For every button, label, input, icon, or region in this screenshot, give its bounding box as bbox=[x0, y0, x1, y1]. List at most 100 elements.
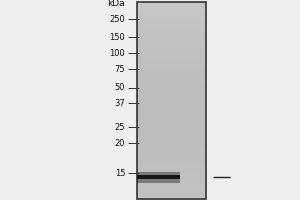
FancyBboxPatch shape bbox=[136, 2, 206, 3]
FancyBboxPatch shape bbox=[136, 118, 206, 119]
FancyBboxPatch shape bbox=[136, 66, 206, 67]
FancyBboxPatch shape bbox=[136, 10, 206, 11]
FancyBboxPatch shape bbox=[136, 26, 206, 27]
FancyBboxPatch shape bbox=[136, 138, 206, 139]
FancyBboxPatch shape bbox=[136, 150, 206, 151]
FancyBboxPatch shape bbox=[136, 169, 206, 170]
FancyBboxPatch shape bbox=[136, 55, 206, 56]
FancyBboxPatch shape bbox=[136, 72, 206, 73]
FancyBboxPatch shape bbox=[136, 185, 206, 186]
FancyBboxPatch shape bbox=[136, 74, 206, 75]
FancyBboxPatch shape bbox=[136, 164, 206, 165]
FancyBboxPatch shape bbox=[136, 64, 206, 65]
FancyBboxPatch shape bbox=[136, 178, 206, 179]
FancyBboxPatch shape bbox=[136, 114, 206, 115]
FancyBboxPatch shape bbox=[136, 127, 206, 128]
FancyBboxPatch shape bbox=[136, 25, 206, 26]
FancyBboxPatch shape bbox=[136, 130, 206, 131]
FancyBboxPatch shape bbox=[136, 18, 206, 19]
FancyBboxPatch shape bbox=[136, 162, 206, 163]
FancyBboxPatch shape bbox=[136, 161, 206, 162]
FancyBboxPatch shape bbox=[136, 108, 206, 109]
FancyBboxPatch shape bbox=[136, 163, 206, 164]
FancyBboxPatch shape bbox=[136, 40, 206, 41]
FancyBboxPatch shape bbox=[136, 32, 206, 33]
Text: 50: 50 bbox=[115, 84, 125, 92]
FancyBboxPatch shape bbox=[136, 107, 206, 108]
FancyBboxPatch shape bbox=[136, 49, 206, 50]
FancyBboxPatch shape bbox=[136, 97, 206, 98]
FancyBboxPatch shape bbox=[136, 3, 206, 4]
FancyBboxPatch shape bbox=[136, 5, 206, 6]
FancyBboxPatch shape bbox=[136, 11, 206, 12]
FancyBboxPatch shape bbox=[136, 136, 206, 137]
FancyBboxPatch shape bbox=[136, 196, 206, 197]
FancyBboxPatch shape bbox=[136, 53, 206, 54]
FancyBboxPatch shape bbox=[136, 42, 206, 43]
FancyBboxPatch shape bbox=[136, 115, 206, 116]
FancyBboxPatch shape bbox=[136, 46, 206, 47]
FancyBboxPatch shape bbox=[136, 121, 206, 122]
FancyBboxPatch shape bbox=[136, 166, 206, 167]
FancyBboxPatch shape bbox=[136, 190, 206, 191]
FancyBboxPatch shape bbox=[136, 110, 206, 111]
FancyBboxPatch shape bbox=[136, 15, 206, 16]
FancyBboxPatch shape bbox=[136, 187, 206, 188]
FancyBboxPatch shape bbox=[136, 54, 206, 55]
FancyBboxPatch shape bbox=[136, 117, 206, 118]
FancyBboxPatch shape bbox=[136, 129, 206, 130]
FancyBboxPatch shape bbox=[136, 109, 206, 110]
FancyBboxPatch shape bbox=[136, 83, 206, 84]
FancyBboxPatch shape bbox=[136, 193, 206, 194]
FancyBboxPatch shape bbox=[136, 135, 206, 136]
FancyBboxPatch shape bbox=[136, 134, 206, 135]
FancyBboxPatch shape bbox=[136, 149, 206, 150]
FancyBboxPatch shape bbox=[136, 73, 206, 74]
FancyBboxPatch shape bbox=[136, 154, 206, 155]
FancyBboxPatch shape bbox=[136, 34, 206, 35]
FancyBboxPatch shape bbox=[136, 76, 206, 77]
FancyBboxPatch shape bbox=[136, 175, 180, 179]
FancyBboxPatch shape bbox=[136, 102, 206, 103]
FancyBboxPatch shape bbox=[136, 112, 206, 113]
FancyBboxPatch shape bbox=[136, 88, 206, 89]
FancyBboxPatch shape bbox=[136, 35, 206, 36]
FancyBboxPatch shape bbox=[136, 146, 206, 147]
FancyBboxPatch shape bbox=[136, 8, 206, 9]
FancyBboxPatch shape bbox=[136, 67, 206, 68]
Text: 100: 100 bbox=[110, 48, 125, 58]
FancyBboxPatch shape bbox=[136, 99, 206, 100]
FancyBboxPatch shape bbox=[136, 116, 206, 117]
FancyBboxPatch shape bbox=[136, 43, 206, 44]
FancyBboxPatch shape bbox=[136, 20, 206, 21]
FancyBboxPatch shape bbox=[136, 155, 206, 156]
FancyBboxPatch shape bbox=[136, 125, 206, 126]
FancyBboxPatch shape bbox=[136, 148, 206, 149]
FancyBboxPatch shape bbox=[136, 101, 206, 102]
FancyBboxPatch shape bbox=[136, 145, 206, 146]
FancyBboxPatch shape bbox=[136, 70, 206, 71]
FancyBboxPatch shape bbox=[136, 133, 206, 134]
FancyBboxPatch shape bbox=[136, 4, 206, 5]
FancyBboxPatch shape bbox=[136, 56, 206, 57]
FancyBboxPatch shape bbox=[136, 29, 206, 30]
FancyBboxPatch shape bbox=[136, 195, 206, 196]
FancyBboxPatch shape bbox=[136, 147, 206, 148]
FancyBboxPatch shape bbox=[136, 75, 206, 76]
FancyBboxPatch shape bbox=[136, 167, 206, 168]
FancyBboxPatch shape bbox=[136, 36, 206, 37]
FancyBboxPatch shape bbox=[136, 96, 206, 97]
FancyBboxPatch shape bbox=[136, 168, 206, 169]
FancyBboxPatch shape bbox=[136, 157, 206, 158]
FancyBboxPatch shape bbox=[136, 156, 206, 157]
Text: 20: 20 bbox=[115, 138, 125, 148]
FancyBboxPatch shape bbox=[136, 91, 206, 92]
FancyBboxPatch shape bbox=[136, 9, 206, 10]
Text: 75: 75 bbox=[115, 64, 125, 73]
FancyBboxPatch shape bbox=[136, 124, 206, 125]
FancyBboxPatch shape bbox=[136, 7, 206, 8]
FancyBboxPatch shape bbox=[136, 23, 206, 24]
FancyBboxPatch shape bbox=[136, 84, 206, 85]
FancyBboxPatch shape bbox=[136, 65, 206, 66]
FancyBboxPatch shape bbox=[136, 151, 206, 152]
